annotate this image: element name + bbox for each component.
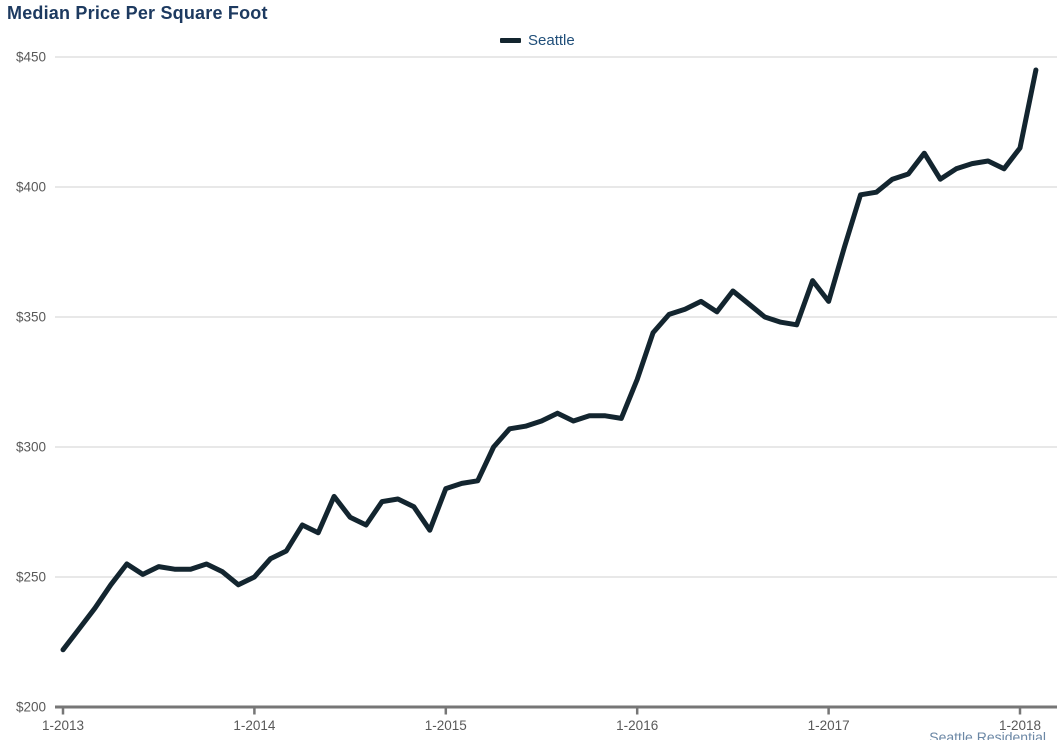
x-axis-label: 1-2017 <box>808 718 850 733</box>
legend-line-swatch-icon <box>500 38 521 43</box>
y-axis-label: $450 <box>16 50 46 65</box>
x-axis-label: 1-2016 <box>616 718 658 733</box>
series-line-seattle <box>60 67 1039 653</box>
legend: Seattle <box>500 32 575 49</box>
y-axis-label: $250 <box>16 570 46 585</box>
y-axis-label: $350 <box>16 310 46 325</box>
legend-label: Seattle <box>528 32 575 49</box>
attribution-link[interactable]: Seattle Residential <box>929 729 1046 740</box>
x-axis-label: 1-2015 <box>425 718 467 733</box>
y-axis-label: $200 <box>16 700 46 715</box>
y-axis-label: $300 <box>16 440 46 455</box>
chart-title: Median Price Per Square Foot <box>7 3 268 23</box>
x-axis-label: 1-2014 <box>233 718 276 733</box>
y-axis-label: $400 <box>16 180 46 195</box>
x-axis-label: 1-2018 <box>999 718 1041 733</box>
x-axis-label: 1-2013 <box>42 718 84 733</box>
